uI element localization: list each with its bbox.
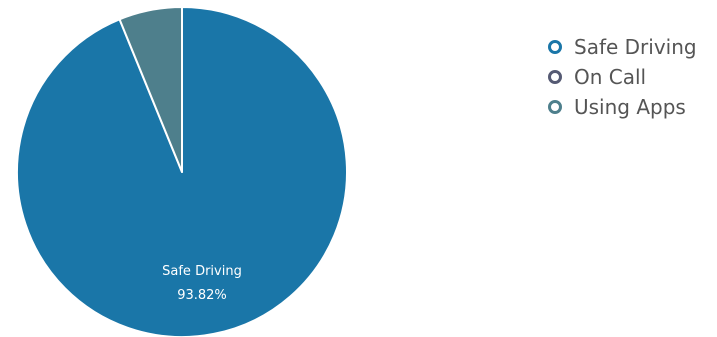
legend-marker-safe-driving bbox=[548, 40, 562, 54]
pie-slices bbox=[16, 6, 348, 337]
pie-data-labels: Safe Driving 93.82% bbox=[162, 264, 242, 303]
data-label-safe-driving-name: Safe Driving bbox=[162, 264, 242, 279]
legend-label-safe-driving: Safe Driving bbox=[574, 35, 697, 59]
legend-item-on-call[interactable]: On Call bbox=[548, 62, 697, 92]
legend-item-safe-driving[interactable]: Safe Driving bbox=[548, 32, 697, 62]
legend-label-using-apps: Using Apps bbox=[574, 95, 686, 119]
data-label-safe-driving-value: 93.82% bbox=[177, 288, 227, 303]
chart-legend: Safe Driving On Call Using Apps bbox=[548, 32, 697, 122]
legend-label-on-call: On Call bbox=[574, 65, 647, 89]
legend-marker-on-call bbox=[548, 70, 562, 84]
pie-slice-using-apps[interactable] bbox=[118, 6, 183, 173]
legend-marker-using-apps bbox=[548, 100, 562, 114]
legend-item-using-apps[interactable]: Using Apps bbox=[548, 92, 697, 122]
